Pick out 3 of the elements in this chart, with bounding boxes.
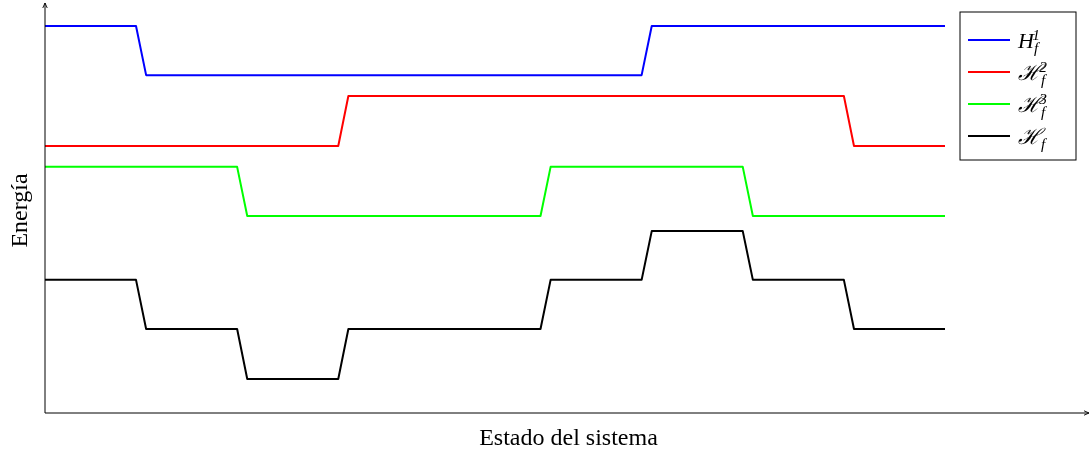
y-axis-title: Energía <box>6 173 32 248</box>
x-axis-title: Estado del sistema <box>479 424 659 450</box>
legend-label: ℋ$_{f}$ <box>1018 124 1048 153</box>
